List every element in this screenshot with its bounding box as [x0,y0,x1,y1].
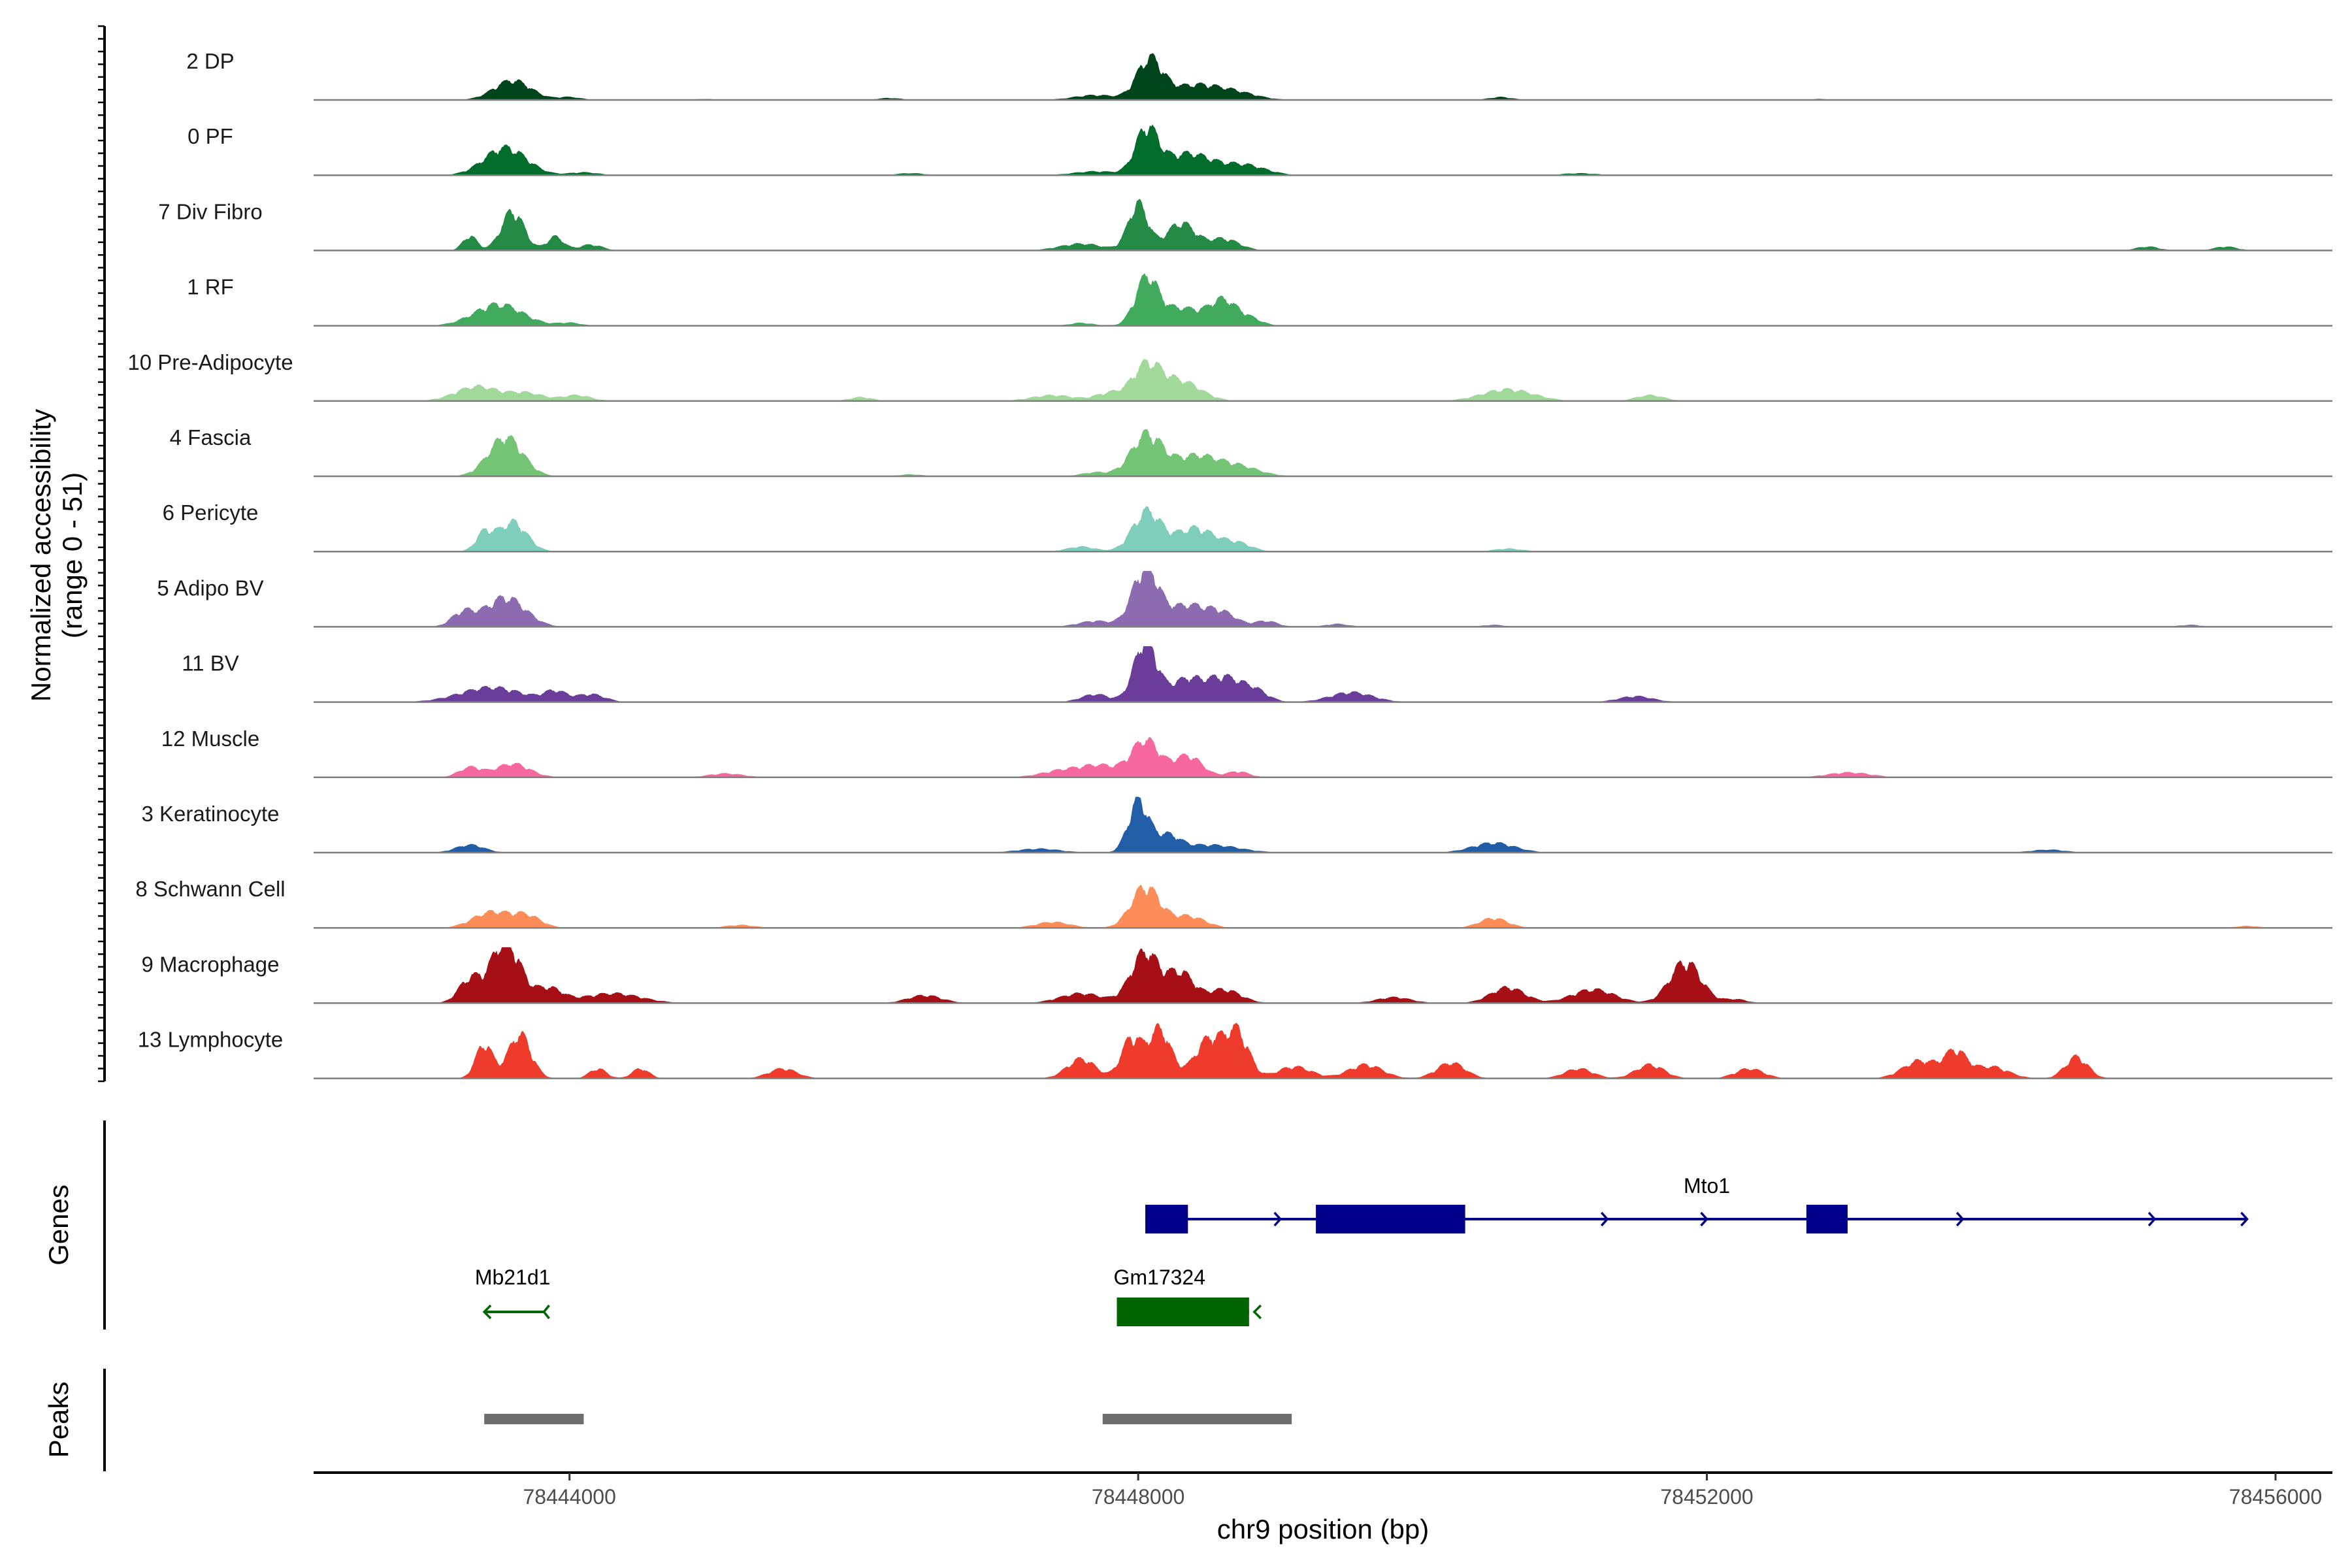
track-label: 7 Div Fibro [158,199,263,223]
exon [1806,1205,1848,1233]
strand-arrow [482,1304,492,1320]
track-label: 6 Pericyte [163,500,259,525]
track-2: 0 PF [188,124,2332,176]
coverage-area [314,1022,2332,1079]
y-axis-title-line1: Normalized accessibility [25,409,56,702]
strand-arrow [1700,1211,1708,1227]
track-label: 3 Keratinocyte [142,802,280,826]
x-tick-label: 78444000 [523,1485,616,1509]
track-label: 4 Fascia [170,425,252,449]
track-label: 5 Adipo BV [157,576,263,600]
gene-mto1: Mto1 [1145,1174,2249,1233]
coverage-area [314,359,2332,401]
coverage-area [314,53,2332,100]
track-9: 11 BV [182,646,2332,703]
strand-arrow [1600,1211,1609,1227]
x-axis: 78444000 78448000 78452000 78456000 [523,1473,2322,1509]
track-label: 12 Muscle [161,727,259,751]
coverage-area [314,947,2332,1004]
strand-arrow [1955,1211,1965,1227]
x-tick-label: 78452000 [1660,1485,1753,1509]
exon [1117,1298,1249,1326]
track-label: 2 DP [186,49,234,73]
coverage-area [314,272,2332,326]
track-label: 11 BV [182,651,238,676]
exon [1145,1205,1188,1233]
x-tick-label: 78456000 [2229,1485,2322,1509]
track-10: 12 Muscle [161,727,2332,779]
track-label: 0 PF [188,124,233,148]
gene-label: Gm17324 [1113,1266,1205,1289]
track-14: 13 Lymphocyte [138,1022,2332,1079]
track-4: 1 RF [187,272,2332,327]
track-11: 3 Keratinocyte [142,796,2332,854]
peaks-panel [484,1414,1292,1424]
gene-label: Mto1 [1684,1174,1730,1198]
genes-panel-title: Genes [43,1184,74,1266]
coverage-tracks: 2 DP 0 PF 7 Div Fibro 1 RF 10 Pre-Adipocyte 4… [127,49,2332,1079]
coverage-area [314,124,2332,176]
x-axis-title: chr9 position (bp) [1217,1514,1429,1544]
peak-region [1102,1414,1292,1424]
gene-mb21d1: Mb21d1 [475,1266,551,1320]
track-label: 8 Schwann Cell [135,877,285,901]
coverage-area [314,646,2332,702]
gene-label: Mb21d1 [475,1266,551,1289]
strand-arrow [1273,1211,1282,1227]
coverage-area [314,199,2332,251]
strand-arrow [542,1304,550,1320]
track-label: 10 Pre-Adipocyte [127,350,293,374]
track-13: 9 Macrophage [142,947,2332,1004]
track-3: 7 Div Fibro [158,199,2332,252]
y-axis-title-line2: (range 0 - 51) [57,472,88,638]
genes-panel: Mto1 Mb21d1 Gm17324 [475,1174,2249,1326]
strand-arrow [2148,1211,2157,1227]
strand-arrow [1252,1304,1262,1320]
track-label: 13 Lymphocyte [138,1028,284,1052]
coverage-area [314,737,2332,777]
coverage-area [314,884,2332,928]
coverage-area [314,429,2332,476]
track-7: 6 Pericyte [163,500,2332,553]
gene-gm17324: Gm17324 [1113,1266,1262,1326]
exon [1316,1205,1465,1233]
x-tick-label: 78448000 [1092,1485,1184,1509]
track-label: 9 Macrophage [142,952,280,976]
track-8: 5 Adipo BV [157,570,2332,628]
track-5: 10 Pre-Adipocyte [127,350,2332,402]
peak-region [484,1414,584,1424]
track-12: 8 Schwann Cell [135,877,2332,929]
peaks-panel-title: Peaks [43,1382,74,1458]
coverage-area [314,796,2332,853]
coverage-y-axis [98,25,106,1083]
track-label: 1 RF [187,275,234,299]
coverage-area [314,506,2332,552]
coverage-area [314,570,2332,627]
track-1: 2 DP [186,49,2332,101]
track-6: 4 Fascia [170,425,2332,478]
strand-arrow [2240,1211,2249,1227]
